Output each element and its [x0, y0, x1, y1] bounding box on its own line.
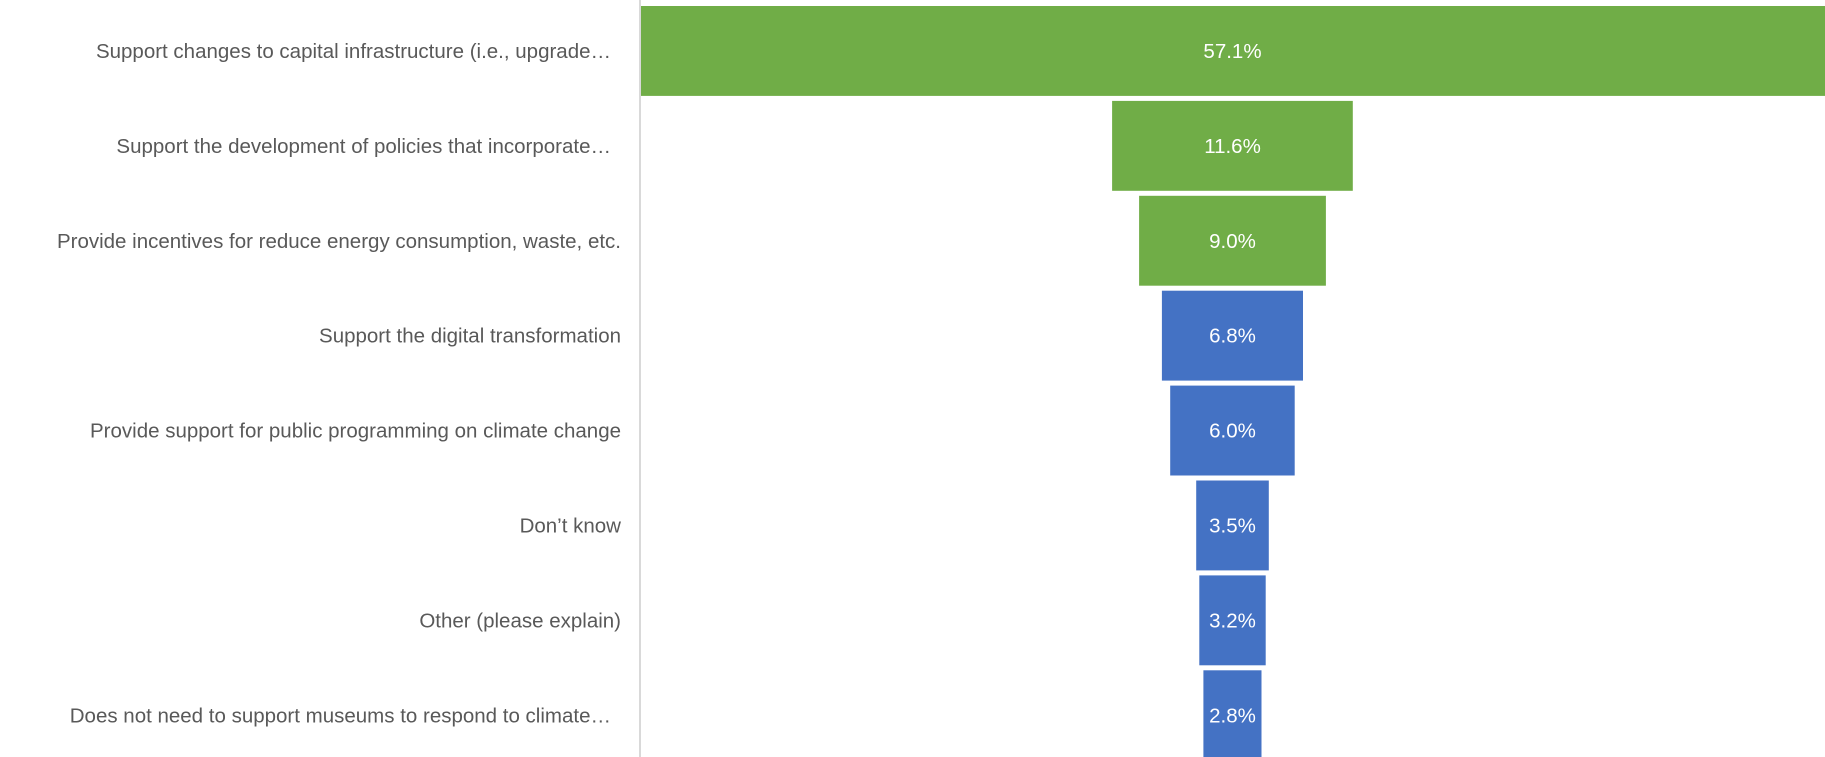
funnel-bar	[1199, 575, 1266, 666]
funnel-bar	[640, 6, 1825, 96]
bars-group: 57.1% 11.6% 9.0% 6.8% 6.0% 3.5% 3.2% 2.8%	[640, 6, 1825, 757]
category-label: Provide incentives for reduce energy con…	[57, 230, 621, 253]
data-label: 6.8%	[1209, 325, 1256, 348]
category-label: Other (please explain)	[419, 609, 621, 632]
data-label: 9.0%	[1209, 230, 1256, 253]
category-label: Support the development of policies that…	[116, 135, 611, 158]
category-label: Support the digital transformation	[319, 325, 621, 348]
data-label: 3.5%	[1209, 515, 1256, 538]
data-label: 6.0%	[1209, 420, 1256, 443]
funnel-bar	[1203, 670, 1262, 757]
category-labels-group: Support changes to capital infrastructur…	[57, 40, 621, 727]
category-label: Does not need to support museums to resp…	[70, 704, 611, 727]
data-label: 3.2%	[1209, 609, 1256, 632]
data-label: 57.1%	[1203, 40, 1261, 63]
category-label: Provide support for public programming o…	[90, 420, 621, 443]
funnel-bar	[1196, 480, 1269, 571]
category-label: Support changes to capital infrastructur…	[96, 40, 611, 63]
data-label: 11.6%	[1204, 135, 1261, 158]
funnel-bar	[1139, 195, 1326, 286]
funnel-bar	[1161, 290, 1303, 381]
funnel-bar	[1170, 385, 1295, 476]
category-label: Don’t know	[520, 515, 622, 538]
data-label: 2.8%	[1209, 704, 1256, 727]
funnel-bar	[1112, 100, 1353, 191]
